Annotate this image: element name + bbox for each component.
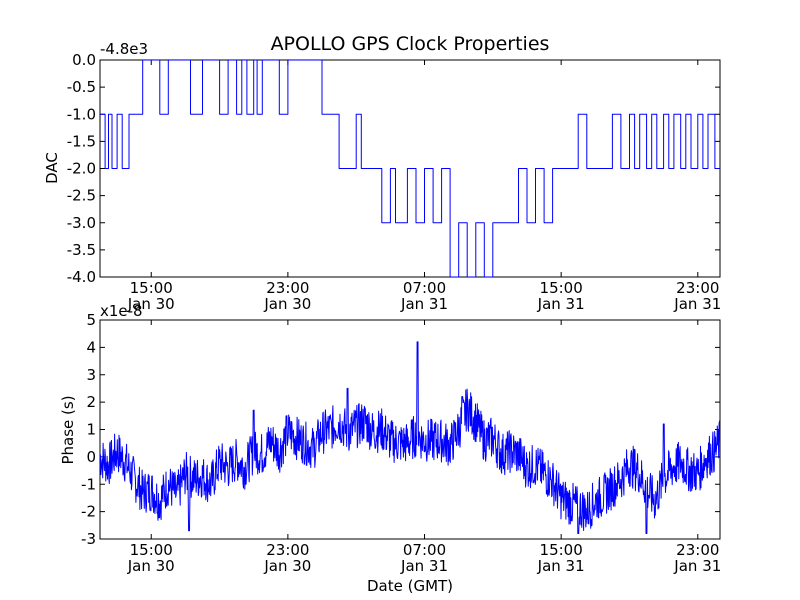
phase-y-ticks: 5 4 3 2 1 0 -1 -2 -3 — [81, 311, 720, 548]
phase-offset-label: x1e-8 — [100, 302, 143, 320]
phase-x-tick-date: Jan 30 — [263, 557, 311, 575]
dac-x-tick-time: 15:00 — [130, 279, 173, 297]
phase-y-tick-label: 0 — [86, 448, 96, 466]
dac-x-tick-date: Jan 30 — [127, 295, 175, 313]
phase-x-tick-date: Jan 31 — [400, 557, 448, 575]
dac-x-tick-time: 23:00 — [266, 279, 309, 297]
dac-x-tick-date: Jan 30 — [263, 295, 311, 313]
chart-title: APOLLO GPS Clock Properties — [271, 33, 550, 55]
phase-x-tick-time: 15:00 — [540, 541, 583, 559]
dac-y-tick-label: -2.0 — [67, 160, 96, 178]
dac-y-axis-label: DAC — [43, 152, 61, 184]
phase-x-tick-date: Jan 30 — [127, 557, 175, 575]
phase-x-tick-time: 07:00 — [403, 541, 446, 559]
dac-y-tick-label: 0.0 — [72, 51, 96, 69]
phase-y-tick-label: 2 — [86, 393, 96, 411]
dac-y-ticks: 0.0 -0.5 -1.0 -1.5 -2.0 -2.5 -3.0 -3.5 -4.0 — [67, 51, 720, 286]
phase-y-axis-label: Phase (s) — [59, 395, 77, 464]
dac-x-tick-date: Jan 31 — [673, 295, 721, 313]
phase-x-tick-time: 23:00 — [266, 541, 309, 559]
phase-y-tick-label: 4 — [86, 338, 96, 356]
dac-x-tick-date: Jan 31 — [400, 295, 448, 313]
dac-series-line — [100, 60, 720, 277]
phase-y-tick-label: 1 — [86, 421, 96, 439]
phase-x-axis-label: Date (GMT) — [367, 577, 453, 595]
phase-y-tick-label: 3 — [86, 366, 96, 384]
dac-offset-label: -4.8e3 — [100, 40, 148, 58]
dac-x-tick-date: Jan 31 — [537, 295, 585, 313]
dac-plot-area — [100, 60, 720, 277]
phase-x-tick-time: 15:00 — [130, 541, 173, 559]
dac-x-tick-time: 23:00 — [676, 279, 719, 297]
phase-y-tick-label: -2 — [81, 503, 96, 521]
phase-series-line — [100, 341, 720, 534]
dac-y-tick-label: -1.0 — [67, 105, 96, 123]
dac-y-tick-label: -3.5 — [67, 241, 96, 259]
dac-subplot: -4.8e3 DAC 0.0 -0.5 -1.0 -1.5 -2.0 -2.5 -3.0 -3… — [43, 40, 721, 313]
dac-y-tick-label: -4.0 — [67, 268, 96, 286]
dac-y-tick-label: -2.5 — [67, 187, 96, 205]
phase-plot-area — [100, 341, 720, 534]
dac-y-tick-label: -1.5 — [67, 132, 96, 150]
phase-y-tick-label: 5 — [86, 311, 96, 329]
phase-x-tick-time: 23:00 — [676, 541, 719, 559]
phase-y-tick-label: -3 — [81, 530, 96, 548]
phase-y-tick-label: -1 — [81, 475, 96, 493]
dac-x-tick-time: 15:00 — [540, 279, 583, 297]
dac-y-tick-label: -3.0 — [67, 214, 96, 232]
phase-axes-frame — [99, 319, 721, 540]
dac-x-tick-time: 07:00 — [403, 279, 446, 297]
dac-y-tick-label: -0.5 — [67, 78, 96, 96]
phase-x-tick-date: Jan 31 — [673, 557, 721, 575]
phase-x-tick-date: Jan 31 — [537, 557, 585, 575]
